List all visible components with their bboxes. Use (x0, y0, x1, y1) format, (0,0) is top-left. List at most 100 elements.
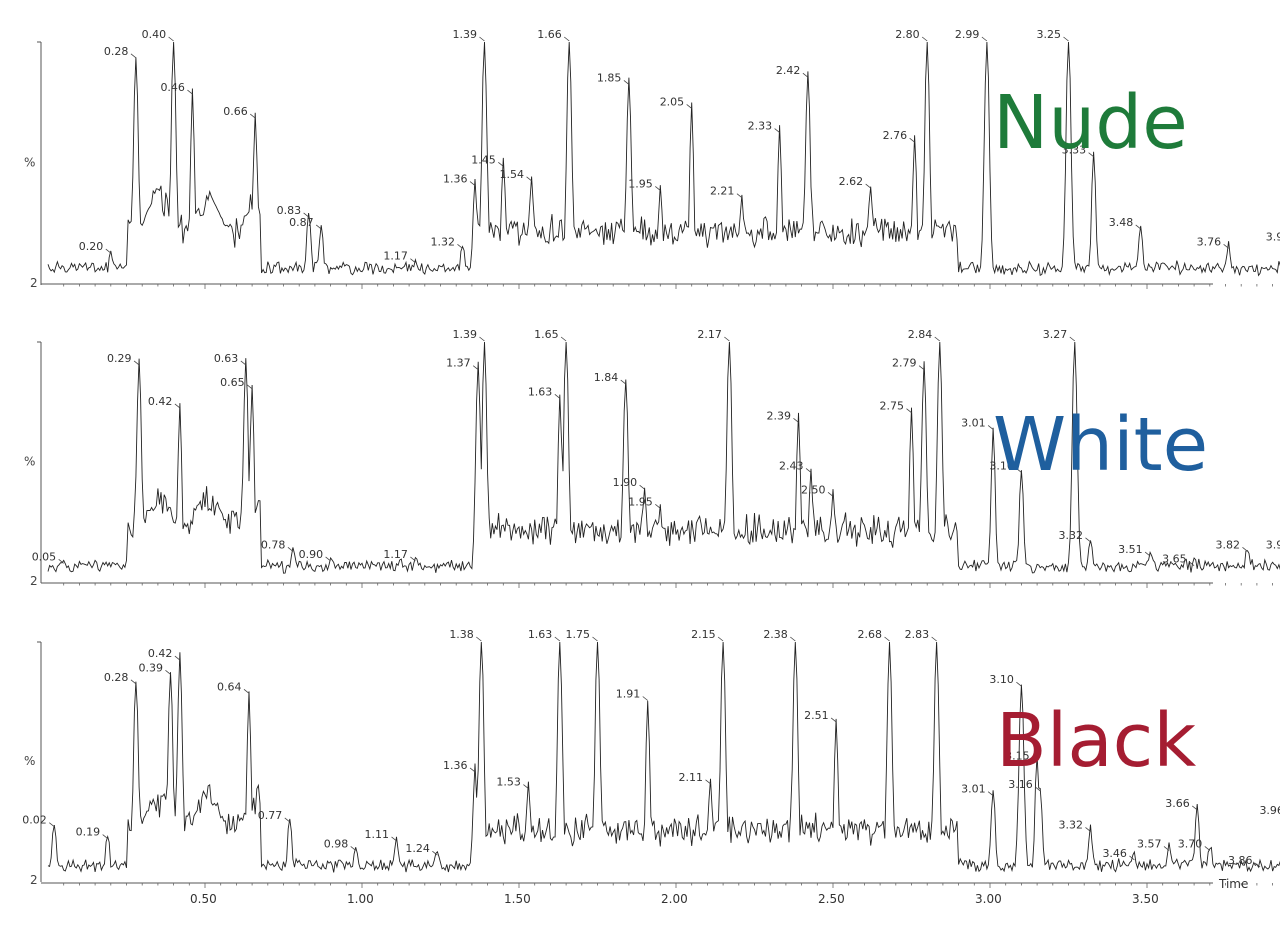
peak-label-white: 3.82 (1215, 538, 1240, 551)
peak-label-white: 1.84 (594, 371, 619, 384)
peak-label-nude: 0.46 (160, 81, 185, 94)
peak-label-nude: 2.76 (883, 129, 908, 142)
peak-label-nude: 2.21 (710, 185, 735, 198)
peak-label-nude: 0.28 (104, 45, 129, 58)
peak-label-black: 3.66 (1165, 797, 1190, 810)
peak-label-white: 0.05 (32, 550, 57, 563)
peak-label-white: 1.90 (613, 476, 638, 489)
peak-label-black: 3.16 (1008, 778, 1033, 791)
peak-label-white: 1.65 (534, 328, 559, 341)
peak-label-nude: 1.39 (452, 28, 477, 41)
peak-label-nude: 0.87 (289, 216, 314, 229)
peak-label-black: 3.15 (1005, 749, 1030, 762)
peak-label-nude: 2.99 (955, 28, 980, 41)
peak-label-nude: 3.25 (1037, 28, 1062, 41)
panel-label-nude: Nude (993, 80, 1188, 166)
peak-label-white: 2.75 (880, 400, 905, 413)
peak-label-black: 1.38 (449, 628, 474, 641)
peak-label-white: 2.17 (697, 328, 722, 341)
peak-label-black: 3.86 (1228, 854, 1253, 867)
peak-label-nude: 3.76 (1197, 235, 1222, 248)
peak-label-white: 2.50 (801, 483, 826, 496)
peak-label-black: 2.15 (691, 628, 716, 641)
peak-label-nude: 0.83 (277, 204, 302, 217)
peak-label-black: 0.28 (104, 671, 129, 684)
peak-label-black: 2.38 (763, 628, 788, 641)
peak-label-white: 0.42 (148, 395, 173, 408)
trace-white (47, 341, 1280, 574)
peak-label-black: 2.68 (858, 628, 883, 641)
peak-label-white: 0.63 (214, 352, 239, 365)
peak-label-white: 0.65 (220, 376, 245, 389)
peak-label-black: 3.01 (961, 783, 986, 796)
peak-label-black: 2.11 (679, 771, 704, 784)
peak-label-white: 3.27 (1043, 328, 1068, 341)
peak-label-nude: 1.54 (500, 168, 525, 181)
peak-label-black: 3.32 (1058, 818, 1083, 831)
peak-label-white: 3.98 (1266, 538, 1280, 551)
peak-label-black: 1.53 (496, 776, 521, 789)
peak-label-white: 3.32 (1058, 529, 1083, 542)
peak-label-black: 1.11 (365, 828, 390, 841)
peak-label-white: 2.43 (779, 459, 804, 472)
peak-label-black: 2.51 (804, 709, 829, 722)
peak-label-black: 3.96 (1259, 804, 1280, 817)
peak-label-black: 0.77 (258, 809, 283, 822)
trace-black (47, 641, 1280, 873)
peak-label-black: 3.57 (1137, 837, 1162, 850)
peak-label-white: 3.51 (1118, 543, 1143, 556)
peak-label-white: 1.39 (452, 328, 477, 341)
peak-label-nude: 0.66 (223, 105, 248, 118)
peak-label-white: 2.39 (766, 409, 791, 422)
peak-label-nude: 3.98 (1266, 230, 1280, 243)
y-unit-label-nude: % (24, 156, 35, 170)
x-tick-label: 1.00 (347, 892, 374, 906)
peak-label-nude: 2.42 (776, 64, 801, 77)
y-min-label-nude: 2 (30, 276, 38, 290)
peak-label-black: 0.98 (324, 837, 349, 850)
peak-label-nude: 1.85 (597, 71, 622, 84)
x-tick-label: 0.50 (190, 892, 217, 906)
x-tick-label: 3.00 (975, 892, 1002, 906)
peak-label-black: 1.36 (443, 759, 468, 772)
peak-label-black: 3.10 (989, 673, 1014, 686)
peak-label-nude: 2.80 (895, 28, 920, 41)
x-tick-label: 1.50 (504, 892, 531, 906)
peak-label-nude: 2.33 (748, 120, 773, 133)
peak-label-nude: 0.40 (142, 28, 167, 41)
peak-label-black: 0.02 (22, 814, 46, 827)
peak-label-nude: 2.62 (839, 175, 864, 188)
peak-label-white: 3.65 (1162, 553, 1187, 566)
peak-label-black: 0.42 (148, 647, 173, 660)
peak-label-nude: 0.20 (79, 240, 104, 253)
x-tick-label: 2.00 (661, 892, 688, 906)
panel-label-white: White (993, 402, 1208, 488)
x-tick-label: 2.50 (818, 892, 845, 906)
y-min-label-black: 2 (30, 873, 38, 887)
x-axis-title: Time (1218, 877, 1248, 891)
peak-label-black: 2.83 (905, 628, 930, 641)
peak-label-black: 3.70 (1178, 837, 1203, 850)
peak-label-nude: 1.32 (430, 235, 455, 248)
trace-nude (47, 41, 1280, 277)
peak-label-white: 0.29 (107, 352, 132, 365)
y-unit-label-white: % (24, 455, 35, 469)
peak-label-black: 1.63 (528, 628, 553, 641)
peak-label-nude: 3.33 (1062, 144, 1087, 157)
y-unit-label-black: % (24, 754, 35, 768)
peak-label-white: 3.01 (961, 416, 986, 429)
peak-label-black: 3.46 (1102, 847, 1127, 860)
peak-label-white: 1.17 (383, 548, 408, 561)
peak-label-nude: 1.95 (628, 177, 653, 190)
peak-label-black: 1.75 (566, 628, 591, 641)
peak-label-black: 0.39 (138, 661, 163, 674)
peak-label-white: 1.37 (446, 357, 471, 370)
peak-label-black: 0.64 (217, 680, 242, 693)
peak-label-black: 0.19 (76, 826, 101, 839)
peak-label-nude: 2.05 (660, 95, 685, 108)
peak-label-white: 0.90 (299, 548, 324, 561)
peak-label-black: 1.91 (616, 688, 641, 701)
peak-label-white: 2.79 (892, 357, 917, 370)
peak-label-nude: 1.66 (537, 28, 562, 41)
